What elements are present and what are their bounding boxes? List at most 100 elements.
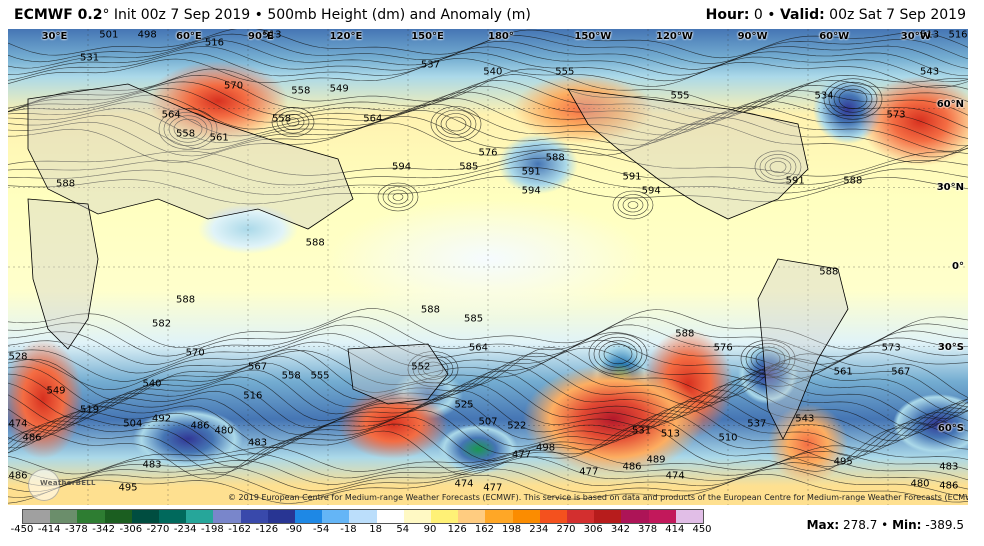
contour-value-label: 486 [8,470,28,482]
longitude-label: 180° [488,31,514,42]
contour-value-label: 558 [281,370,301,382]
contour-value-label: 555 [555,66,575,78]
contour-value-label: 510 [718,432,738,444]
low-contour [828,81,878,117]
colorbar-tick-label: 414 [665,524,685,535]
longitude-label: 30°W [900,31,931,42]
colorbar-tick-label: -162 [228,524,251,535]
contour-value-label: 501 [99,29,119,41]
colorbar-tick-label: 18 [369,524,382,535]
colorbar-tick-label: 306 [583,524,603,535]
colorbar-swatch [675,510,704,523]
low-contour [163,111,213,147]
low-contour [612,190,654,220]
longitude-label: 120°W [656,31,693,42]
contour-value-label: 588 [675,328,695,340]
low-contour [271,107,315,138]
colorbar-swatch [431,510,459,523]
contour-value-label: 552 [411,361,431,373]
contour-value-label: 483 [939,461,959,473]
contour-value-label: 588 [843,175,863,187]
contour-value-label: 594 [392,161,412,173]
contour-value-label: 489 [646,454,666,466]
header-valid: Hour: 0 • Valid: 00z Sat 7 Sep 2019 [706,7,966,23]
copyright-notice: © 2019 European Centre for Medium-range … [228,493,968,502]
longitude-label: 90°W [737,31,768,42]
longitude-label: 30°E [41,31,68,42]
contour-value-label: 567 [891,366,911,378]
colorbar-tick-label: -90 [285,524,303,535]
low-contour [838,88,868,110]
low-contour [276,110,310,134]
colorbar-tick-label: 54 [396,524,410,535]
low-contour [759,154,797,180]
height-contour [8,383,968,438]
contour-value-label: 543 [795,413,815,425]
colorbar-swatch [131,510,160,523]
colorbar-tick-label: 162 [474,524,494,535]
contour-value-label: 588 [819,266,839,278]
low-contour [377,182,419,212]
low-contour [622,197,644,213]
contour-value-label: 498 [137,29,157,41]
contour-value-label: 564 [363,113,383,125]
contour-value-label: 537 [420,59,440,71]
low-contour [440,113,472,135]
contour-value-label: 549 [329,83,349,94]
colorbar-tick-label: -342 [92,524,115,535]
contour-value-label: 498 [536,442,556,454]
low-contour [422,361,444,377]
colorbar-tick-label: 270 [556,524,576,535]
longitude-label: 90°E [248,31,274,42]
colorbar-swatch [77,510,105,523]
height-contour [8,122,968,163]
continent-outline [27,198,99,350]
contour-value-label: 507 [478,416,498,428]
latitude-label: 30°S [937,341,964,353]
low-contour [281,114,305,131]
contour-value-label: 474 [454,478,474,490]
contour-value-label: 564 [468,342,488,354]
colorbar-tick-label: 378 [638,524,658,535]
contour-value-label: 486 [22,432,42,444]
height-contour [8,79,968,120]
low-contour [588,333,648,375]
contour-value-label: 588 [305,237,325,249]
stats-readout: Max: 278.7 • Min: -389.5 [807,518,964,532]
contour-value-label: 570 [185,347,205,359]
init-time: Init 00z 7 Sep 2019 [113,7,251,23]
contour-value-label: 540 [483,66,503,78]
header-title: ECMWF 0.2° Init 00z 7 Sep 2019 • 500mb H… [14,7,531,23]
longitude-label: 150°E [411,31,444,42]
contour-value-label: 594 [521,185,541,197]
contour-value-label: 474 [8,418,28,430]
height-contour [8,324,968,366]
colorbar-tick-label: -306 [119,524,143,535]
height-contour [8,370,968,426]
contour-value-label: 561 [209,132,229,144]
colorbar [22,509,704,524]
colorbar-tick-label: -126 [255,524,279,535]
contour-value-label: 528 [8,351,28,363]
valid-label: Valid: [779,7,825,23]
height-contour [8,97,968,139]
colorbar-tick-label: 90 [423,524,437,535]
contour-value-label: 513 [920,29,940,41]
contour-value-label: 537 [747,418,767,430]
map-overlay [8,29,968,505]
colorbar-swatch [349,510,377,523]
contour-value-label: 531 [632,425,652,437]
low-contour [158,108,218,150]
colorbar-tick-label: 198 [502,524,522,535]
contour-value-label: 486 [622,461,642,473]
contour-value-label: 486 [939,480,959,492]
contour-value-label: 525 [454,399,474,411]
contour-value-label: 573 [881,342,901,354]
contour-value-label: 564 [161,109,181,121]
height-contour [8,352,968,408]
contour-value-label: 516 [204,37,224,49]
header-bar: ECMWF 0.2° Init 00z 7 Sep 2019 • 500mb H… [0,0,984,30]
colorbar-tick-label: -198 [201,524,224,535]
height-contour [8,389,968,443]
contour-value-label: 594 [641,185,661,197]
